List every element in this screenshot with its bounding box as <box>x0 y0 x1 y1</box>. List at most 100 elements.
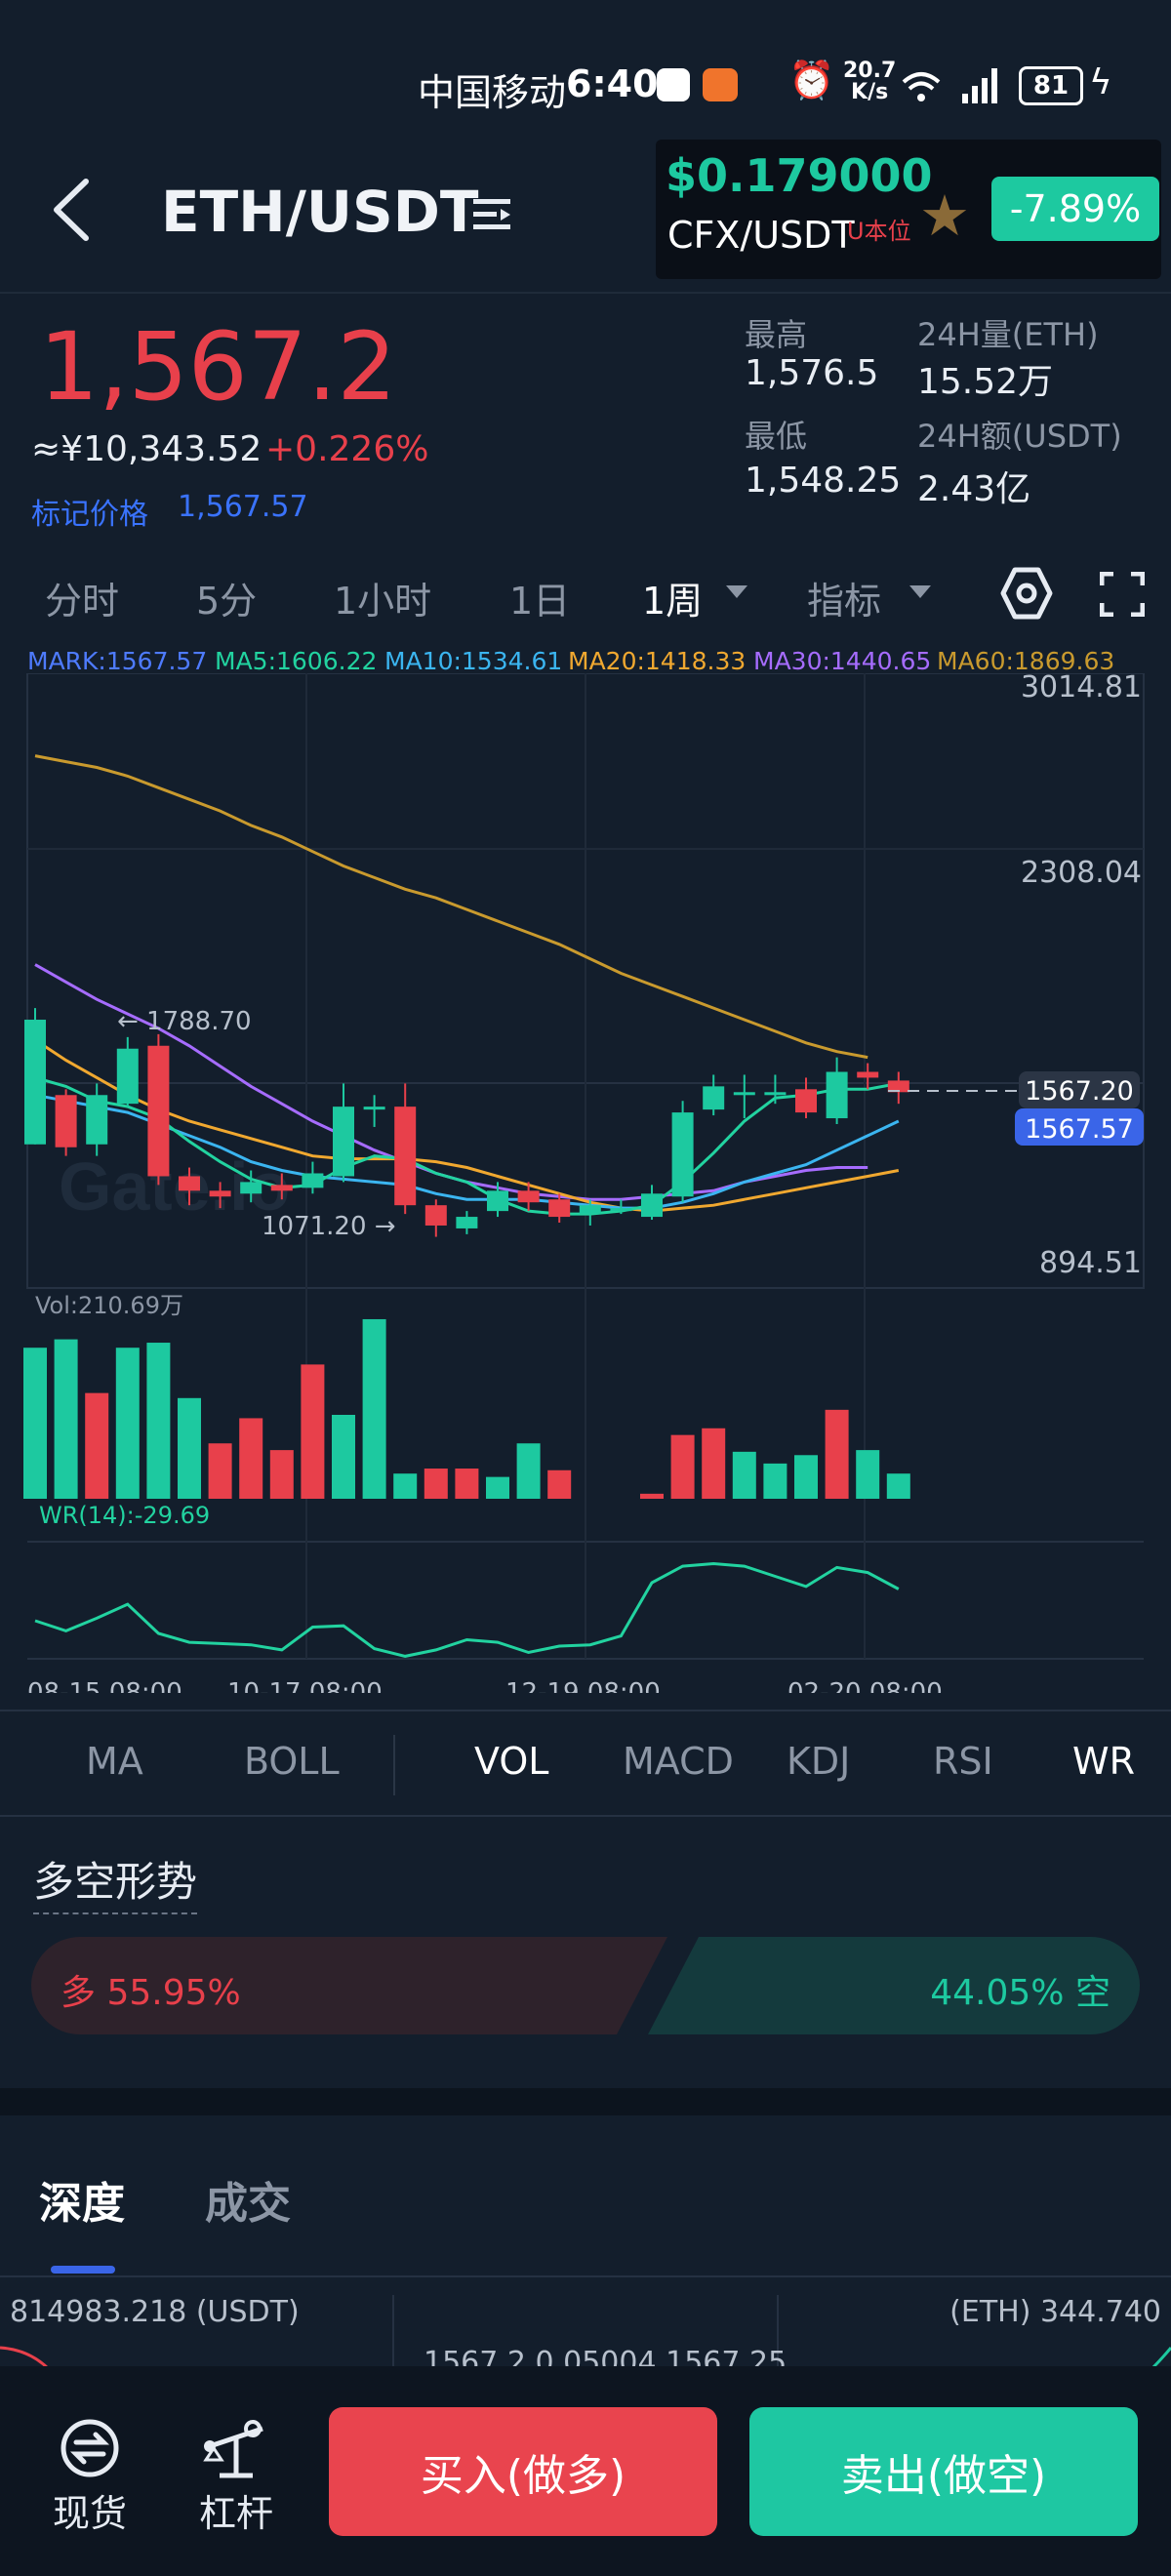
fullscreen-icon[interactable] <box>1100 572 1145 617</box>
settings-hex-icon[interactable] <box>1000 567 1053 620</box>
sell-short-button[interactable]: 卖出(做空) <box>749 2407 1138 2536</box>
candle-body <box>209 1190 231 1197</box>
long-segment <box>31 1937 667 2034</box>
pair-title[interactable]: ETH/USDT <box>161 179 479 245</box>
last-price-tag-text: 1567.20 <box>1025 1076 1134 1107</box>
volume-bar <box>208 1443 232 1499</box>
high-label: 最高 <box>745 316 808 353</box>
min-price-label: 1071.20 → <box>262 1212 396 1241</box>
tab-depth-indicator <box>51 2266 115 2274</box>
candle-body <box>517 1190 540 1203</box>
candle-body <box>671 1112 694 1197</box>
volume-bar <box>393 1473 418 1499</box>
low-label: 最低 <box>745 418 808 455</box>
volume-bar <box>886 1473 910 1499</box>
candle-body <box>270 1185 293 1191</box>
tab-indicators[interactable]: 指标 <box>807 580 882 623</box>
favorite-star-icon[interactable]: ★ <box>919 182 970 249</box>
signal-icon <box>902 68 997 103</box>
candle-body <box>456 1217 478 1228</box>
mark-price-label: 标记价格 <box>31 498 148 532</box>
legend-ma20: MA20:1418.33 <box>568 647 747 675</box>
tab-5min[interactable]: 5分 <box>196 580 258 623</box>
x-tick-2: 10-17 08:00 <box>227 1678 383 1693</box>
candle-body <box>333 1107 354 1177</box>
tab-1hour[interactable]: 1小时 <box>334 580 432 623</box>
volume-bar <box>23 1348 47 1499</box>
last-price-tag <box>1019 1071 1140 1108</box>
tab-vol[interactable]: VOL <box>474 1740 549 1783</box>
tab-rsi[interactable]: RSI <box>933 1740 993 1783</box>
legend-mark: MARK:1567.57 <box>27 647 208 675</box>
tab-wr[interactable]: WR <box>1072 1740 1135 1783</box>
kline-chart[interactable]: Gate.io 3014.81 2308.04 894.51 ← 1788.70… <box>0 673 1171 1693</box>
volume-bar <box>178 1397 201 1499</box>
clock: 6:40 <box>566 62 659 105</box>
floating-tag: U本位 <box>847 218 911 245</box>
mark-price-value: 1,567.57 <box>178 490 308 524</box>
amount-value: 2.43亿 <box>917 469 1031 509</box>
tab-trades[interactable]: 成交 <box>205 2179 291 2229</box>
app-icon <box>657 68 690 101</box>
bottom-action-bar: 现货 杠杆 买入(做多) 卖出(做空) <box>0 2366 1171 2576</box>
volume-bar <box>640 1493 664 1499</box>
x-tick-1: 08-15 08:00 <box>27 1678 182 1693</box>
volume-bar <box>362 1318 386 1499</box>
x-tick-4: 02-20 08:00 <box>787 1678 943 1693</box>
margin-label: 杠杆 <box>198 2492 273 2535</box>
volume-bar <box>794 1455 818 1499</box>
candle-body <box>116 1048 139 1105</box>
volume-bar <box>301 1364 325 1499</box>
volume-bar <box>670 1434 695 1499</box>
legend-ma60: MA60:1869.63 <box>937 647 1115 675</box>
floating-ticker-card[interactable]: $0.179000 CFX/USDT U本位 ★ -7.89% <box>656 140 1161 279</box>
app-icon-orange <box>703 68 738 101</box>
tab-timeline[interactable]: 分时 <box>45 580 120 623</box>
volume-panel-label: Vol:210.69万 <box>35 1292 183 1319</box>
candle-body <box>887 1080 909 1093</box>
high-value: 1,576.5 <box>745 353 879 393</box>
change-percent: +0.226% <box>265 429 429 469</box>
candle-body <box>795 1089 817 1113</box>
floating-pair: CFX/USDT <box>667 214 855 257</box>
chevron-down-icon <box>726 585 747 598</box>
tab-1week[interactable]: 1周 <box>642 580 704 623</box>
legend-ma10: MA10:1534.61 <box>384 647 563 675</box>
tab-1day[interactable]: 1日 <box>509 580 571 623</box>
depth-left-total: 814983.218 (USDT) <box>10 2295 300 2329</box>
pair-switch-icon[interactable] <box>471 193 514 236</box>
back-icon[interactable] <box>47 176 96 244</box>
candle-body <box>857 1071 879 1078</box>
tab-boll[interactable]: BOLL <box>244 1740 340 1783</box>
volume-bar <box>763 1463 787 1499</box>
candle-body <box>424 1205 447 1226</box>
sentiment-title[interactable]: 多空形势 <box>33 1849 198 1914</box>
legend-ma30: MA30:1440.65 <box>753 647 932 675</box>
indicator-divider <box>0 1815 1171 1817</box>
buy-long-button[interactable]: 买入(做多) <box>329 2407 717 2536</box>
candle-body <box>548 1199 571 1218</box>
candle-body <box>86 1095 108 1145</box>
ma-line-ma20 <box>34 1038 900 1213</box>
candle-body <box>703 1086 725 1110</box>
candle-body <box>641 1193 663 1218</box>
tab-ma[interactable]: MA <box>86 1740 143 1783</box>
volume-bar <box>54 1339 78 1499</box>
candle-body <box>610 1208 632 1212</box>
sentiment-bar: 多 55.95% 44.05% 空 <box>31 1937 1140 2034</box>
tab-macd[interactable]: MACD <box>623 1740 734 1783</box>
tab-depth[interactable]: 深度 <box>39 2179 125 2229</box>
candle-body <box>302 1173 324 1188</box>
margin-nav[interactable]: 杠杆 <box>195 2417 277 2537</box>
x-tick-3: 12-19 08:00 <box>505 1678 661 1693</box>
volume-bar <box>239 1418 263 1499</box>
tab-kdj[interactable]: KDJ <box>787 1740 851 1783</box>
candle-body <box>394 1107 417 1206</box>
candle-body <box>240 1182 262 1194</box>
spot-nav[interactable]: 现货 <box>49 2417 131 2537</box>
amount-label: 24H额(USDT) <box>917 418 1122 455</box>
last-price: 1,567.2 <box>39 312 397 422</box>
short-ratio: 44.05% 空 <box>930 1973 1110 2013</box>
volume-bar <box>332 1415 355 1499</box>
candle-body <box>826 1071 848 1119</box>
